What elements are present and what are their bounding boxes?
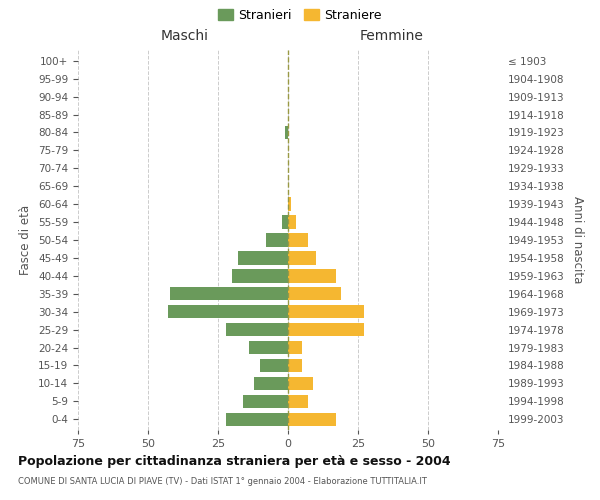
Bar xyxy=(167,305,288,318)
Bar xyxy=(254,376,288,390)
Bar xyxy=(288,359,302,372)
Bar xyxy=(288,394,308,408)
Bar xyxy=(238,251,288,264)
Bar xyxy=(288,376,313,390)
Bar xyxy=(288,287,341,300)
Text: Femmine: Femmine xyxy=(359,29,424,43)
Text: COMUNE DI SANTA LUCIA DI PIAVE (TV) - Dati ISTAT 1° gennaio 2004 - Elaborazione : COMUNE DI SANTA LUCIA DI PIAVE (TV) - Da… xyxy=(18,478,427,486)
Bar xyxy=(170,287,288,300)
Bar xyxy=(288,251,316,264)
Bar xyxy=(288,198,291,211)
Bar xyxy=(249,341,288,354)
Bar xyxy=(288,323,364,336)
Bar xyxy=(226,323,288,336)
Bar xyxy=(288,305,364,318)
Bar xyxy=(288,216,296,229)
Bar xyxy=(288,341,302,354)
Text: Popolazione per cittadinanza straniera per età e sesso - 2004: Popolazione per cittadinanza straniera p… xyxy=(18,455,451,468)
Bar xyxy=(266,234,288,246)
Bar xyxy=(288,234,308,246)
Text: Maschi: Maschi xyxy=(160,29,208,43)
Bar xyxy=(283,216,288,229)
Y-axis label: Anni di nascita: Anni di nascita xyxy=(571,196,584,284)
Bar xyxy=(243,394,288,408)
Bar xyxy=(288,412,335,426)
Bar xyxy=(288,269,335,282)
Bar xyxy=(232,269,288,282)
Legend: Stranieri, Straniere: Stranieri, Straniere xyxy=(218,8,382,22)
Y-axis label: Fasce di età: Fasce di età xyxy=(19,205,32,275)
Bar xyxy=(226,412,288,426)
Bar xyxy=(285,126,288,139)
Bar xyxy=(260,359,288,372)
